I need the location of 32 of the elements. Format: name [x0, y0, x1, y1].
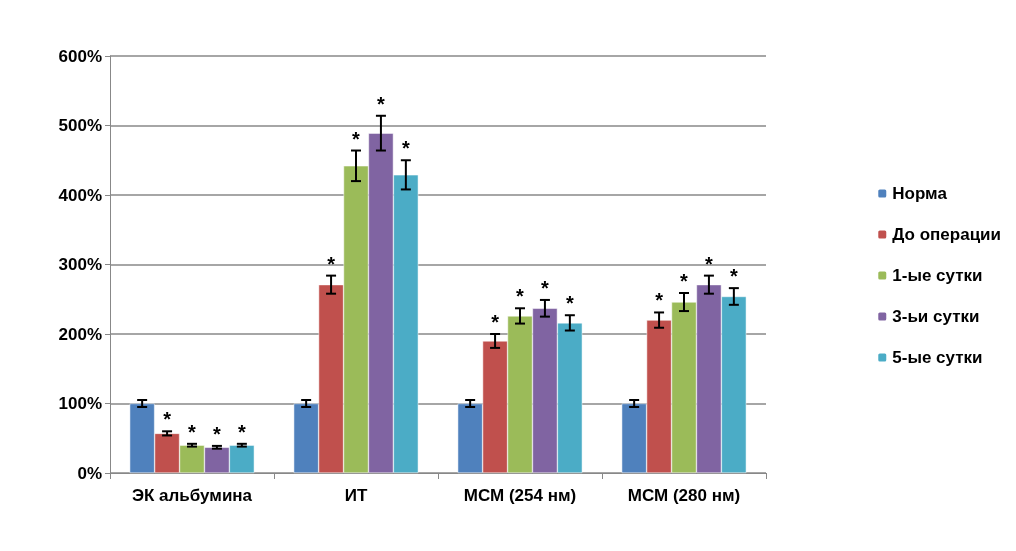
data-label: * — [491, 311, 500, 333]
y-tick-label: 0% — [77, 463, 102, 483]
y-tick-label: 500% — [58, 116, 102, 135]
data-label: * — [565, 292, 574, 315]
x-tick-label: МСМ (254 нм) — [463, 486, 577, 505]
data-label: * — [705, 252, 714, 275]
data-label: * — [163, 408, 172, 431]
data-label: * — [213, 422, 222, 445]
y-tick-label: 300% — [58, 255, 102, 274]
legend-label: 1-ые сутки — [892, 266, 983, 285]
legend-label: 5-ые сутки — [892, 348, 983, 367]
data-label: * — [655, 289, 664, 312]
data-label: * — [401, 137, 410, 160]
legend-label: 3-ьи сутки — [892, 307, 980, 326]
x-tick-label: МСМ (280 нм) — [627, 486, 741, 505]
y-tick-label: 400% — [58, 185, 102, 205]
y-tick-label: 200% — [58, 324, 102, 344]
legend-label: До операции — [892, 225, 1002, 244]
y-tick-label: 600% — [58, 46, 102, 66]
data-label: * — [237, 420, 246, 443]
data-label: * — [327, 252, 336, 275]
data-label: * — [680, 269, 689, 292]
x-tick-label: ИТ — [344, 486, 368, 505]
legend-label: Норма — [892, 184, 948, 203]
y-tick-label: 100% — [58, 394, 102, 413]
data-label: * — [516, 285, 525, 308]
data-label: * — [377, 92, 386, 115]
data-label: * — [352, 127, 361, 150]
x-tick-label: ЭК альбумина — [131, 486, 253, 505]
data-label: * — [541, 276, 550, 299]
data-label: * — [188, 420, 197, 443]
data-label: * — [729, 265, 738, 288]
